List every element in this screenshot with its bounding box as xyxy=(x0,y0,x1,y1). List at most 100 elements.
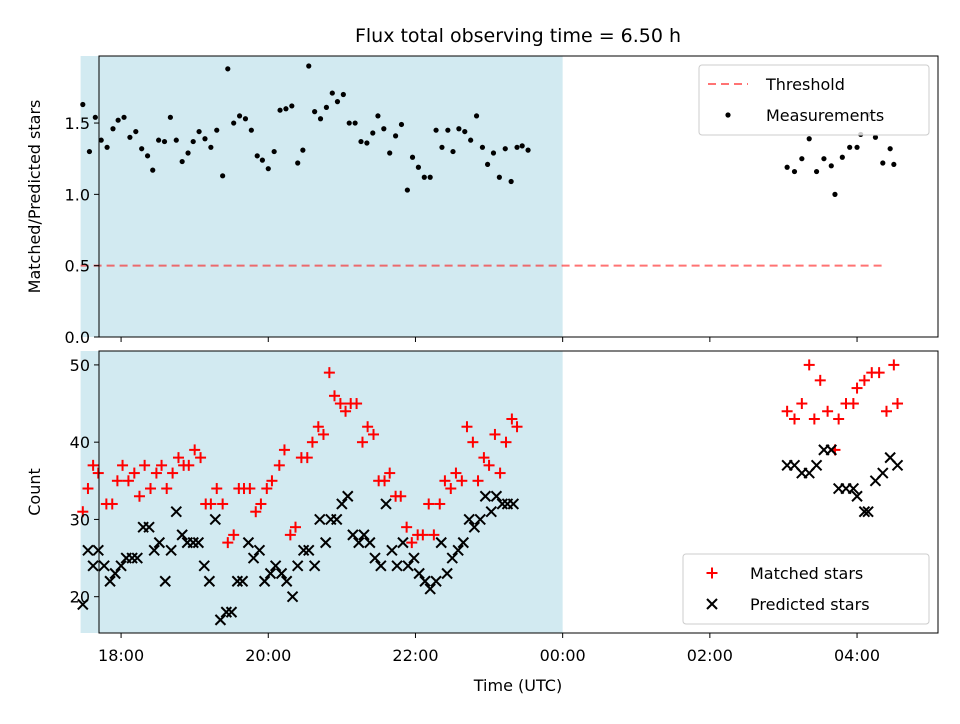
data-point xyxy=(461,421,473,433)
x-stroke-b xyxy=(236,575,249,587)
data-point xyxy=(115,117,121,123)
data-point xyxy=(336,498,348,510)
data-point xyxy=(415,164,422,170)
data-point xyxy=(784,164,790,170)
data-point xyxy=(347,529,359,541)
legend-label: Matched stars xyxy=(750,564,863,583)
x-stroke-b xyxy=(170,505,182,518)
x-stroke-b xyxy=(810,459,823,472)
data-point xyxy=(370,130,376,136)
data-point xyxy=(364,536,376,549)
x-stroke-b xyxy=(253,544,266,557)
data-point xyxy=(402,560,414,572)
data-point xyxy=(358,138,364,145)
data-point xyxy=(494,467,506,479)
data-point xyxy=(450,467,462,479)
x-stroke-b xyxy=(104,575,116,587)
data-point xyxy=(467,436,479,448)
data-point xyxy=(264,567,277,580)
data-point xyxy=(329,90,335,96)
data-point xyxy=(384,467,396,479)
data-point xyxy=(423,498,435,510)
data-point xyxy=(269,560,282,572)
data-point xyxy=(452,544,464,557)
data-point xyxy=(156,459,168,471)
data-point xyxy=(323,104,330,110)
x-stroke-b xyxy=(192,536,205,549)
data-point xyxy=(891,161,897,168)
x-stroke-b xyxy=(430,575,442,587)
data-point xyxy=(86,148,93,155)
legend-marker xyxy=(706,598,718,610)
data-point xyxy=(813,168,820,175)
legend: Threshold Measurements xyxy=(698,64,930,136)
x-stroke-b xyxy=(82,544,94,557)
data-point xyxy=(430,575,442,587)
x-stroke-b xyxy=(220,606,233,618)
x-stroke-b xyxy=(891,459,904,472)
data-point xyxy=(391,560,403,572)
data-point xyxy=(462,128,468,135)
axes-frame xyxy=(98,55,939,338)
data-point xyxy=(788,413,800,425)
data-point xyxy=(446,552,458,564)
data-point xyxy=(183,459,195,471)
data-point xyxy=(228,529,240,541)
data-point xyxy=(121,114,127,120)
data-point xyxy=(479,490,492,502)
data-point xyxy=(231,120,237,126)
data-point xyxy=(297,544,310,557)
data-point xyxy=(485,505,497,518)
data-point xyxy=(340,405,352,417)
data-point xyxy=(185,150,191,156)
data-point xyxy=(463,513,475,526)
data-point xyxy=(179,158,185,165)
data-point xyxy=(244,483,256,495)
x-stroke-b xyxy=(441,567,453,580)
data-point xyxy=(289,103,295,109)
data-point xyxy=(468,521,481,533)
x-stroke-b xyxy=(314,513,326,526)
data-point xyxy=(242,536,255,549)
x-axis-label: Time (UTC) xyxy=(473,676,562,695)
data-point xyxy=(439,144,445,150)
x-stroke-b xyxy=(397,536,409,549)
x-stroke-b xyxy=(275,567,288,580)
data-point xyxy=(220,173,226,179)
data-point xyxy=(828,163,834,169)
data-point xyxy=(225,66,231,72)
data-point xyxy=(159,575,171,587)
data-point xyxy=(104,144,110,150)
x-stroke-b xyxy=(92,544,104,557)
x-tick-label: 18:00 xyxy=(98,646,144,665)
x-stroke-b xyxy=(159,575,171,587)
data-point xyxy=(490,150,497,156)
data-point xyxy=(858,505,871,518)
data-point xyxy=(822,405,834,417)
data-point xyxy=(266,475,278,487)
data-point xyxy=(386,544,398,557)
x-stroke-b xyxy=(109,567,121,580)
data-point xyxy=(261,483,273,495)
data-point xyxy=(525,147,531,153)
data-point xyxy=(258,575,271,587)
x-stroke-b xyxy=(507,498,520,510)
data-point xyxy=(139,459,151,471)
x-stroke-b xyxy=(280,575,293,587)
x-stroke-b xyxy=(303,544,315,557)
data-point xyxy=(314,513,326,526)
data-point xyxy=(417,529,429,541)
data-point xyxy=(434,498,446,510)
x-stroke-b xyxy=(331,513,343,526)
data-point xyxy=(131,552,143,564)
data-point xyxy=(286,590,299,603)
data-point xyxy=(872,134,879,140)
data-point xyxy=(369,552,381,564)
data-point xyxy=(803,359,815,371)
data-point xyxy=(847,482,860,495)
data-point xyxy=(248,127,254,133)
data-point xyxy=(433,127,439,133)
x-tick-label: 02:00 xyxy=(687,646,733,665)
data-point xyxy=(150,167,156,173)
data-point xyxy=(312,421,324,433)
